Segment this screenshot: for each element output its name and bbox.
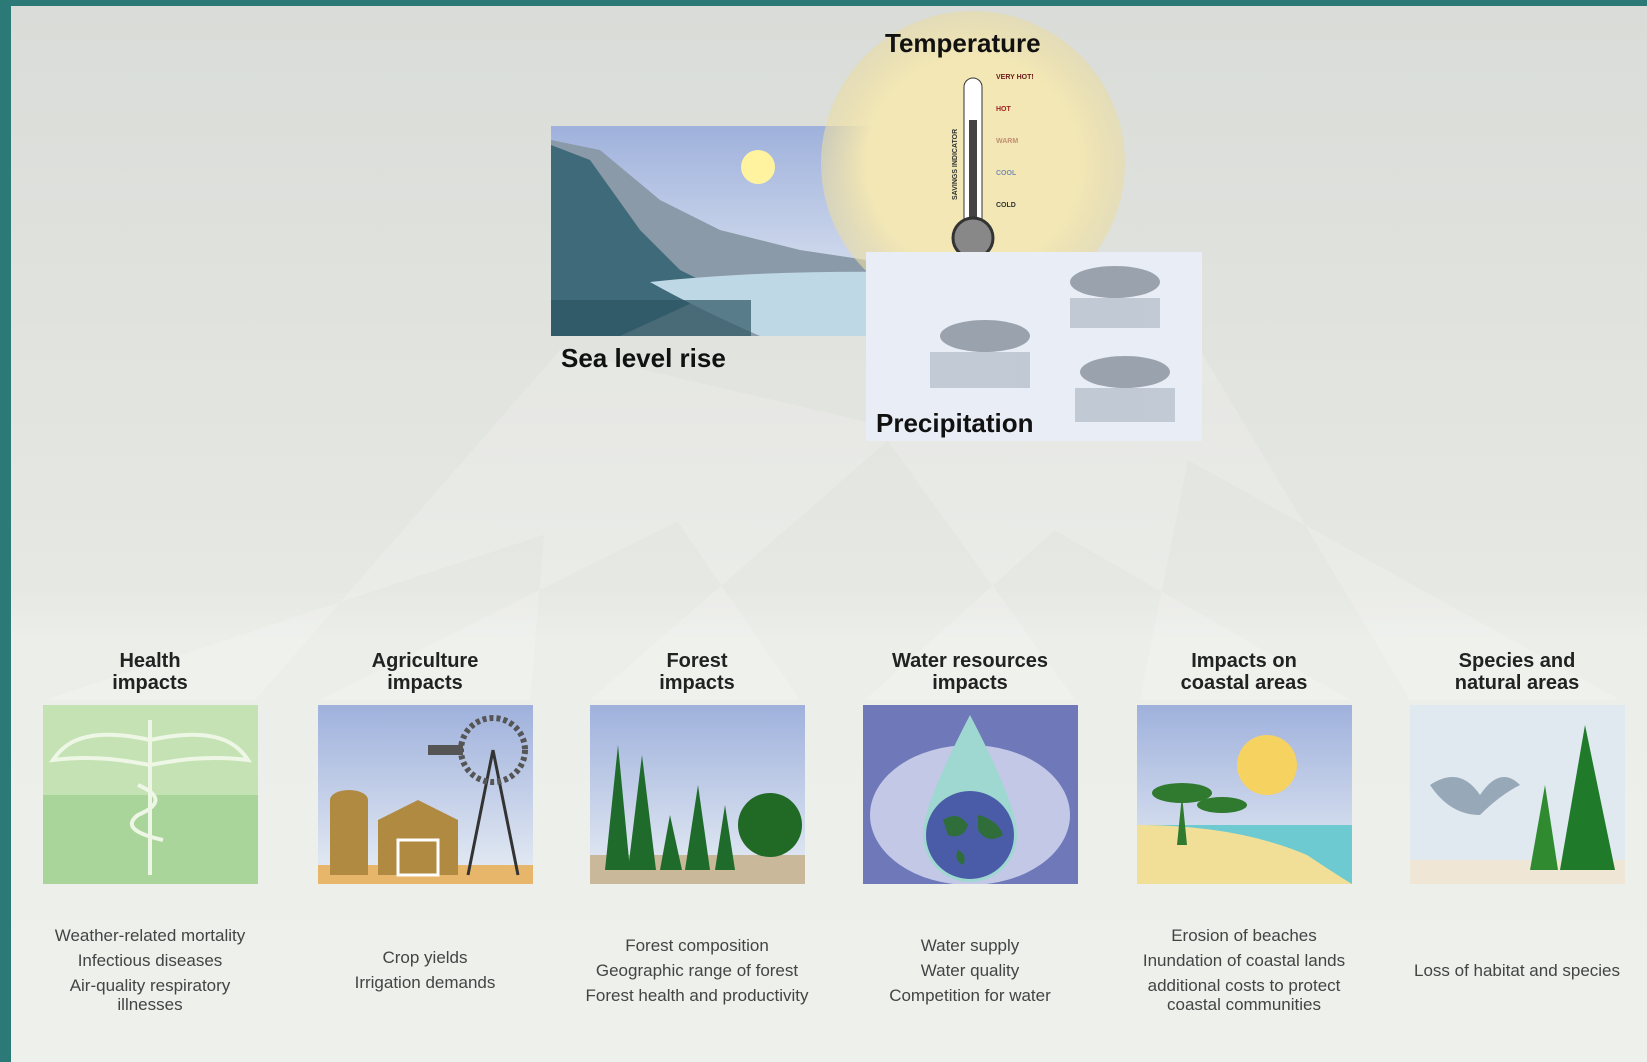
impact-item: Irrigation demands <box>310 973 540 992</box>
impact-item: additional costs to protect coastal comm… <box>1129 976 1359 1014</box>
impact-item: Forest composition <box>582 936 812 955</box>
impact-item: Forest health and productivity <box>582 986 812 1005</box>
precipitation-label: Precipitation <box>876 408 1033 439</box>
impact-title-line: Water resources <box>855 650 1085 672</box>
impact-title-line: Species and <box>1402 650 1632 672</box>
thermometer-level: COLD <box>996 202 1016 209</box>
impact-items: Water supply Water quality Competition for… <box>855 890 1085 1050</box>
impact-image <box>863 705 1078 884</box>
impact-title-line: Health <box>35 650 265 672</box>
impact-item: Crop yields <box>310 948 540 967</box>
impact-items: Weather-related mortality Infectious dise… <box>35 890 265 1050</box>
impact-item: Water supply <box>855 936 1085 955</box>
impact-item: Air-quality respiratory illnesses <box>35 976 265 1014</box>
impact-title-line: Impacts on <box>1129 650 1359 672</box>
impact-title-line: natural areas <box>1402 672 1632 694</box>
impact-image <box>1410 705 1625 884</box>
impact-title-line: impacts <box>855 672 1085 694</box>
impact-item: Water quality <box>855 961 1085 980</box>
impact-image <box>43 705 258 884</box>
impact-items: Loss of habitat and species <box>1402 890 1632 1050</box>
impact-title-line: impacts <box>310 672 540 694</box>
impact-title-line: Forest <box>582 650 812 672</box>
thermometer-level: VERY HOT! <box>996 74 1034 81</box>
impact-items: Crop yields Irrigation demands <box>310 890 540 1050</box>
impact-image <box>590 705 805 884</box>
thermometer-level: COOL <box>996 170 1016 177</box>
impact-item: Weather-related mortality <box>35 926 265 945</box>
impact-title-line: impacts <box>582 672 812 694</box>
sea-level-label: Sea level rise <box>561 343 726 374</box>
impact-item: Infectious diseases <box>35 951 265 970</box>
impact-item: Erosion of beaches <box>1129 926 1359 945</box>
thermometer-side-label: SAVINGS INDICATOR <box>952 129 959 200</box>
impact-item: Geographic range of forest <box>582 961 812 980</box>
beams <box>45 300 1620 700</box>
thermometer-level: WARM <box>996 138 1018 145</box>
impact-item: Competition for water <box>855 986 1085 1005</box>
impact-image <box>1137 705 1352 884</box>
thermometer-level: HOT <box>996 106 1011 113</box>
impact-title-line: Agriculture <box>310 650 540 672</box>
impact-title-line: coastal areas <box>1129 672 1359 694</box>
impact-item: Loss of habitat and species <box>1402 961 1632 980</box>
impact-items: Forest composition Geographic range of fo… <box>582 890 812 1050</box>
impact-item: Inundation of coastal lands <box>1129 951 1359 970</box>
impact-title-line: impacts <box>35 672 265 694</box>
impact-items: Erosion of beaches Inundation of coastal … <box>1129 890 1359 1050</box>
temperature-label: Temperature <box>885 28 1041 59</box>
diagram: Temperature Sea level rise Precipitation… <box>0 0 1647 1062</box>
impact-image <box>318 705 533 884</box>
